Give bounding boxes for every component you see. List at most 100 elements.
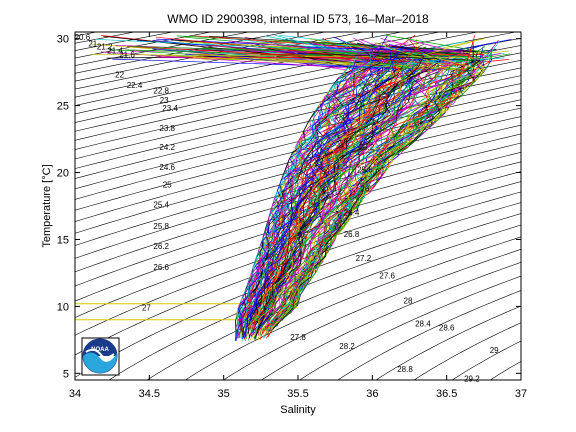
profile-line-130 xyxy=(251,39,428,336)
profile-line-144 xyxy=(250,51,482,325)
x-tick-label-5: 36.5 xyxy=(436,388,457,400)
profile-line-133 xyxy=(241,35,388,335)
logo-gull xyxy=(83,352,117,373)
y-axis: 5 10 15 20 25 30 xyxy=(57,34,521,380)
contour-label-20: 25.6 xyxy=(357,166,373,175)
profile-line-153 xyxy=(273,52,481,329)
density-contour-49 xyxy=(547,19,576,394)
x-axis: 34 34.5 35 35.5 36 36.5 37 xyxy=(69,32,527,400)
profile-line-148 xyxy=(257,55,414,322)
contour-label-23: 26.8 xyxy=(344,230,360,239)
profile-line-132 xyxy=(256,45,442,331)
noaa-logo: NOAA xyxy=(81,337,120,376)
contour-label-6: 22.4 xyxy=(127,81,143,90)
profile-line-126 xyxy=(250,44,430,337)
contour-label-10: 23.8 xyxy=(159,124,175,133)
contour-label-14: 25.4 xyxy=(153,200,169,209)
y-tick-label-1: 10 xyxy=(57,301,69,313)
contour-label-9: 23.4 xyxy=(162,104,178,113)
density-contour-41 xyxy=(261,261,521,380)
density-contour-35 xyxy=(75,191,521,356)
profile-line-145 xyxy=(246,37,485,340)
profile-line-158 xyxy=(228,40,378,336)
contour-label-18: 27 xyxy=(142,303,151,312)
profile-line-157 xyxy=(95,38,372,338)
contour-label-24: 27.2 xyxy=(356,254,372,263)
contour-label-32: 29 xyxy=(490,346,499,355)
contour-label-30: 28.2 xyxy=(339,342,355,351)
contour-label-28: 28.6 xyxy=(439,324,455,333)
contour-label-15: 25.8 xyxy=(153,222,169,231)
contour-label-1: 21 xyxy=(88,40,97,49)
density-contour-37 xyxy=(108,213,521,380)
logo-top xyxy=(83,339,117,356)
contour-label-17: 26.6 xyxy=(153,263,169,272)
density-contour-15 xyxy=(75,32,480,115)
density-contour-22 xyxy=(75,75,521,179)
profile-line-99 xyxy=(125,49,389,334)
contour-label-12: 24.6 xyxy=(159,163,175,172)
profile-line-134 xyxy=(264,46,486,330)
profile-line-125 xyxy=(247,51,412,338)
x-axis-label: Salinity xyxy=(280,404,316,416)
density-contour-1 xyxy=(0,19,16,394)
contour-label-33: 29.2 xyxy=(464,374,480,383)
profile-line-28 xyxy=(249,44,485,337)
contour-label-0: 20.6 xyxy=(75,33,91,42)
x-tick-label-0: 34 xyxy=(69,388,81,400)
contour-label-3: 21.4 xyxy=(107,46,123,55)
x-tick-label-2: 35 xyxy=(218,388,230,400)
y-axis-label: Temperature [°C] xyxy=(41,164,53,247)
profile-line-139 xyxy=(240,50,452,333)
density-contour-26 xyxy=(75,107,521,222)
contour-label-13: 25 xyxy=(163,180,172,189)
contour-label-8: 23 xyxy=(160,96,169,105)
y-tick-label-4: 25 xyxy=(57,101,69,113)
chart-title: WMO ID 2900398, internal ID 573, 16–Mar–… xyxy=(167,12,429,26)
x-tick-label-1: 34.5 xyxy=(139,388,160,400)
profile-line-138 xyxy=(228,56,463,336)
profile-line-152 xyxy=(252,42,430,340)
contour-label-4: 21.6 xyxy=(119,50,135,59)
profile-line-69 xyxy=(171,39,428,324)
y-tick-label-3: 20 xyxy=(57,168,69,180)
contour-label-26: 28 xyxy=(404,297,413,306)
profile-line-141 xyxy=(264,34,492,336)
profile-line-155 xyxy=(259,53,511,336)
density-contour-45 xyxy=(413,322,521,380)
density-contour-43 xyxy=(337,290,521,380)
profile-line-123 xyxy=(265,40,464,328)
y-tick-label-2: 15 xyxy=(57,234,69,246)
logo-wave xyxy=(85,348,115,359)
density-contour-28 xyxy=(75,124,521,246)
density-contour-14 xyxy=(75,32,441,106)
density-contour-13 xyxy=(75,32,403,98)
contour-label-21: 26 xyxy=(360,184,369,193)
contour-label-25: 27.6 xyxy=(379,271,395,280)
profile-line-149 xyxy=(261,35,476,335)
contour-label-19: 25.2 xyxy=(359,143,375,152)
contour-label-11: 24.2 xyxy=(159,143,175,152)
profile-line-135 xyxy=(253,39,424,330)
contour-label-31: 28.8 xyxy=(397,365,413,374)
profile-line-147 xyxy=(249,49,402,323)
profile-line-143 xyxy=(244,57,469,330)
density-contour-27 xyxy=(75,116,521,234)
y-tick-label-0: 5 xyxy=(63,368,69,380)
profile-line-63 xyxy=(238,53,382,325)
y-tick-label-5: 30 xyxy=(57,34,69,46)
density-contour-44 xyxy=(375,305,521,380)
x-tick-label-6: 37 xyxy=(515,388,527,400)
profile-line-159 xyxy=(270,53,485,331)
contour-label-22: 26.4 xyxy=(344,208,360,217)
density-contour-33 xyxy=(75,171,521,318)
contour-label-27: 28.4 xyxy=(415,320,431,329)
x-tick-label-3: 35.5 xyxy=(287,388,308,400)
contour-label-5: 22 xyxy=(115,71,124,80)
profile-lines xyxy=(90,34,512,342)
density-contour-25 xyxy=(75,99,521,211)
density-contour-12 xyxy=(75,32,365,90)
profile-line-116 xyxy=(267,39,499,334)
